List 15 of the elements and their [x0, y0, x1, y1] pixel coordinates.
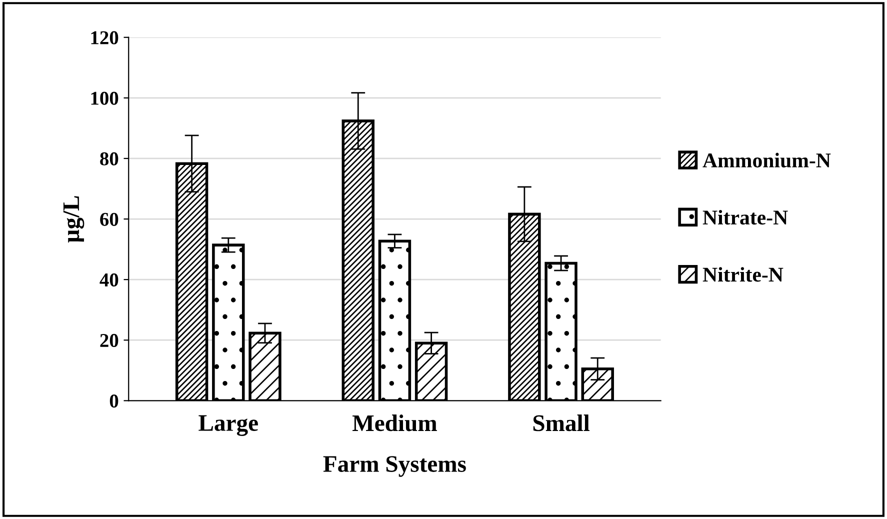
y-tick-label: 120	[91, 31, 118, 44]
x-tick-label: Small	[533, 414, 590, 432]
y-axis-title: µg/L	[63, 196, 84, 242]
x-tick-label: Medium	[352, 414, 437, 432]
y-tick-label: 100	[91, 92, 118, 105]
y-tick-label: 80	[100, 152, 118, 166]
x-axis-title: Farm Systems	[323, 456, 466, 477]
legend-label: Nitrite-N	[702, 267, 784, 282]
legend-label: Nitrate-N	[702, 210, 788, 225]
x-tick-label: Large	[198, 415, 258, 436]
legend-label: Ammonium-N	[702, 152, 831, 168]
y-tick-label: 60	[100, 212, 118, 226]
y-tick-label: 20	[100, 334, 118, 348]
y-tick-label: 40	[100, 273, 118, 287]
y-tick-label: 0	[110, 394, 118, 408]
